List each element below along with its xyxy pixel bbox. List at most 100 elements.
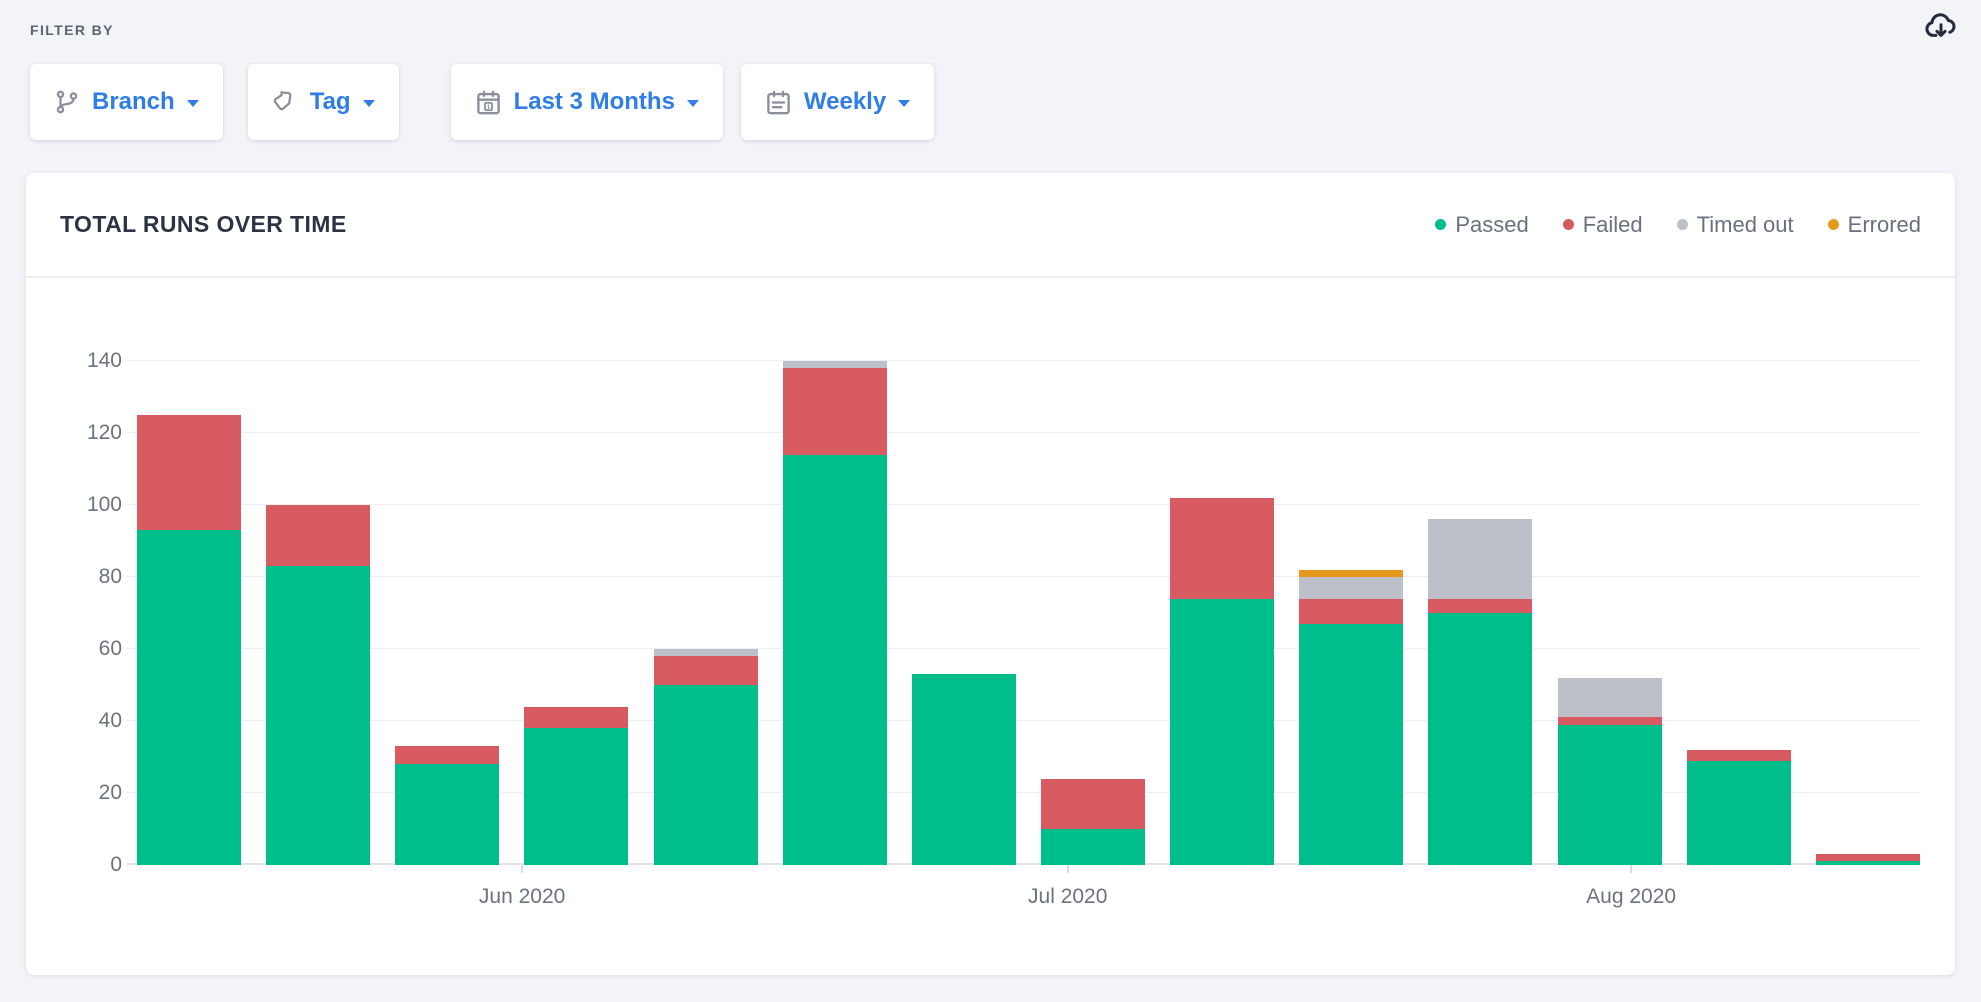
date-range-filter-button[interactable]: 1 Last 3 Months bbox=[450, 64, 723, 140]
branch-filter-button[interactable]: Branch bbox=[30, 64, 223, 140]
bar-segment-failed bbox=[1428, 598, 1533, 613]
legend-label: Timed out bbox=[1696, 211, 1794, 237]
bar-segment-failed bbox=[1040, 778, 1145, 829]
bar-segment-passed bbox=[782, 454, 887, 865]
plot-area: Jun 2020 Jul 2020 Aug 2020 bbox=[127, 360, 1920, 908]
chevron-down-icon bbox=[898, 100, 911, 107]
x-axis-tick bbox=[1630, 865, 1633, 873]
chevron-down-icon bbox=[186, 100, 199, 107]
gridline bbox=[127, 360, 1920, 361]
legend-label: Failed bbox=[1582, 211, 1643, 237]
legend-dot bbox=[1562, 219, 1574, 230]
y-tick-label: 140 bbox=[86, 349, 122, 372]
bar-segment-passed bbox=[1299, 623, 1404, 865]
bar-segment-passed bbox=[395, 764, 500, 865]
y-tick-label: 20 bbox=[98, 781, 122, 804]
interval-filter-label: Weekly bbox=[803, 88, 887, 115]
bar-segment-passed bbox=[653, 685, 758, 865]
gridline bbox=[127, 576, 1920, 577]
bar-segment-failed bbox=[137, 415, 241, 531]
svg-text:1: 1 bbox=[486, 103, 490, 110]
bar-segment-failed bbox=[1815, 854, 1920, 862]
y-tick-label: 100 bbox=[86, 493, 122, 516]
bar-segment-failed bbox=[1170, 497, 1275, 599]
y-tick-label: 80 bbox=[98, 565, 122, 588]
x-axis-tick bbox=[1066, 865, 1069, 873]
bar-segment-failed bbox=[782, 368, 887, 455]
gridline bbox=[127, 720, 1920, 721]
legend-dot bbox=[1827, 219, 1839, 230]
bar-segment-passed bbox=[266, 566, 371, 865]
x-axis-tick bbox=[521, 865, 524, 873]
filter-buttons-row: Branch Tag 1 Last 3 Months bbox=[30, 64, 935, 140]
gridline bbox=[127, 648, 1920, 649]
card-header: TOTAL RUNS OVER TIME Passed Failed Timed o… bbox=[26, 173, 1955, 278]
bar-w11[interactable] bbox=[1428, 361, 1533, 865]
y-axis-labels: 0 20 40 60 80 100 120 140 bbox=[40, 349, 122, 876]
card-title: TOTAL RUNS OVER TIME bbox=[60, 211, 347, 237]
bar-segment-passed bbox=[911, 674, 1016, 865]
chevron-down-icon bbox=[686, 100, 699, 107]
bar-segment-failed bbox=[395, 746, 500, 765]
bar-w8[interactable] bbox=[1040, 361, 1145, 865]
y-tick-label: 60 bbox=[98, 637, 122, 660]
bar-segment-timed-out bbox=[782, 361, 887, 369]
legend-label: Errored bbox=[1847, 211, 1921, 237]
bar-w12[interactable] bbox=[1557, 361, 1662, 865]
legend-item-timed-out[interactable]: Timed out bbox=[1676, 211, 1794, 238]
bar-w6[interactable] bbox=[782, 361, 887, 865]
bar-w7[interactable] bbox=[911, 361, 1016, 865]
bar-segment-passed bbox=[1557, 724, 1662, 865]
interval-filter-button[interactable]: Weekly bbox=[740, 64, 935, 140]
tag-icon bbox=[272, 89, 298, 115]
bar-w3[interactable] bbox=[395, 361, 500, 865]
bars-container bbox=[137, 361, 1920, 865]
bar-segment-timed-out bbox=[1299, 577, 1404, 599]
bar-segment-timed-out bbox=[653, 649, 758, 657]
bar-segment-failed bbox=[524, 706, 629, 729]
bar-segment-failed bbox=[1557, 717, 1662, 725]
bar-segment-failed bbox=[266, 505, 371, 567]
bar-segment-passed bbox=[1170, 598, 1275, 865]
calendar-week-icon bbox=[765, 89, 792, 116]
bar-segment-passed bbox=[1040, 829, 1145, 865]
legend-item-errored[interactable]: Errored bbox=[1827, 211, 1921, 238]
legend-item-failed[interactable]: Failed bbox=[1562, 211, 1643, 238]
legend-item-passed[interactable]: Passed bbox=[1435, 211, 1529, 238]
gridline bbox=[127, 792, 1920, 793]
bar-w14[interactable] bbox=[1815, 361, 1920, 865]
bar-w4[interactable] bbox=[524, 361, 629, 865]
bar-w10[interactable] bbox=[1299, 361, 1404, 865]
tag-filter-button[interactable]: Tag bbox=[247, 64, 399, 140]
bar-segment-passed bbox=[524, 728, 629, 865]
bar-w1[interactable] bbox=[137, 361, 241, 865]
bar-w9[interactable] bbox=[1170, 361, 1275, 865]
git-branch-icon bbox=[54, 89, 80, 115]
legend-dot bbox=[1676, 219, 1688, 230]
bar-segment-failed bbox=[653, 656, 758, 685]
x-tick-label: Jun 2020 bbox=[478, 885, 566, 908]
date-range-filter-label: Last 3 Months bbox=[513, 88, 675, 115]
bar-segment-timed-out bbox=[1428, 519, 1533, 599]
legend-label: Passed bbox=[1455, 211, 1529, 237]
legend-dot bbox=[1435, 219, 1447, 230]
bar-segment-passed bbox=[1428, 613, 1533, 865]
bar-w5[interactable] bbox=[653, 361, 758, 865]
bar-w2[interactable] bbox=[266, 361, 371, 865]
bar-w13[interactable] bbox=[1686, 361, 1791, 865]
chevron-down-icon bbox=[362, 100, 375, 107]
x-axis-line bbox=[127, 863, 1920, 865]
bar-segment-failed bbox=[1299, 598, 1404, 624]
bar-segment-passed bbox=[1815, 861, 1920, 865]
branch-filter-label: Branch bbox=[92, 88, 175, 115]
bar-segment-passed bbox=[1686, 760, 1791, 865]
y-tick-label: 0 bbox=[110, 853, 122, 876]
gridline bbox=[127, 504, 1920, 505]
y-tick-label: 120 bbox=[86, 421, 122, 444]
download-button[interactable] bbox=[1919, 6, 1963, 50]
chart-legend: Passed Failed Timed out Errored bbox=[1435, 212, 1921, 238]
gridline bbox=[127, 432, 1920, 433]
bar-segment-passed bbox=[137, 530, 241, 865]
x-tick-label: Jul 2020 bbox=[1028, 885, 1108, 908]
filter-by-label: FILTER BY bbox=[30, 22, 114, 38]
